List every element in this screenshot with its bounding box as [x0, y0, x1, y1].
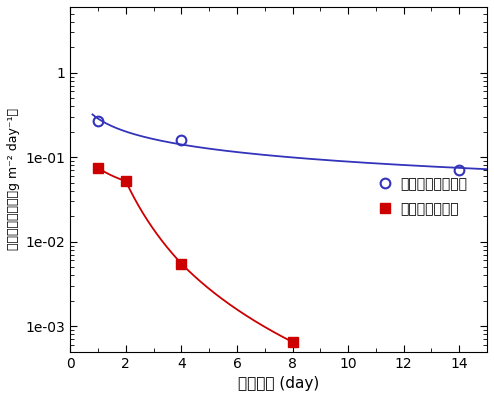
Line: チタン酸固化体: チタン酸固化体 [93, 163, 297, 347]
チタン酸固化体 [95, 166, 101, 170]
チタン酸固化体 [123, 179, 129, 183]
ホウケイ酸ガラス [456, 168, 462, 173]
チタン酸固化体 [289, 339, 295, 344]
ホウケイ酸ガラス [178, 138, 184, 142]
Y-axis label: セシウム溶出率（g m⁻² day⁻¹）: セシウム溶出率（g m⁻² day⁻¹） [7, 108, 20, 250]
X-axis label: 経過時間 (day): 経過時間 (day) [238, 376, 319, 391]
Line: ホウケイ酸ガラス: ホウケイ酸ガラス [93, 116, 464, 175]
Legend: ホウケイ酸ガラス, チタン酸固化体: ホウケイ酸ガラス, チタン酸固化体 [377, 177, 468, 216]
ホウケイ酸ガラス [95, 118, 101, 123]
チタン酸固化体 [178, 261, 184, 266]
